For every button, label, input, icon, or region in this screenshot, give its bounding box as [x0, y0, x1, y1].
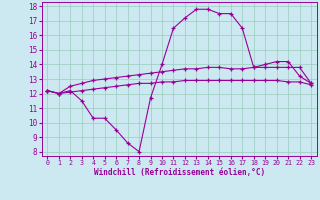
X-axis label: Windchill (Refroidissement éolien,°C): Windchill (Refroidissement éolien,°C) — [94, 168, 265, 177]
